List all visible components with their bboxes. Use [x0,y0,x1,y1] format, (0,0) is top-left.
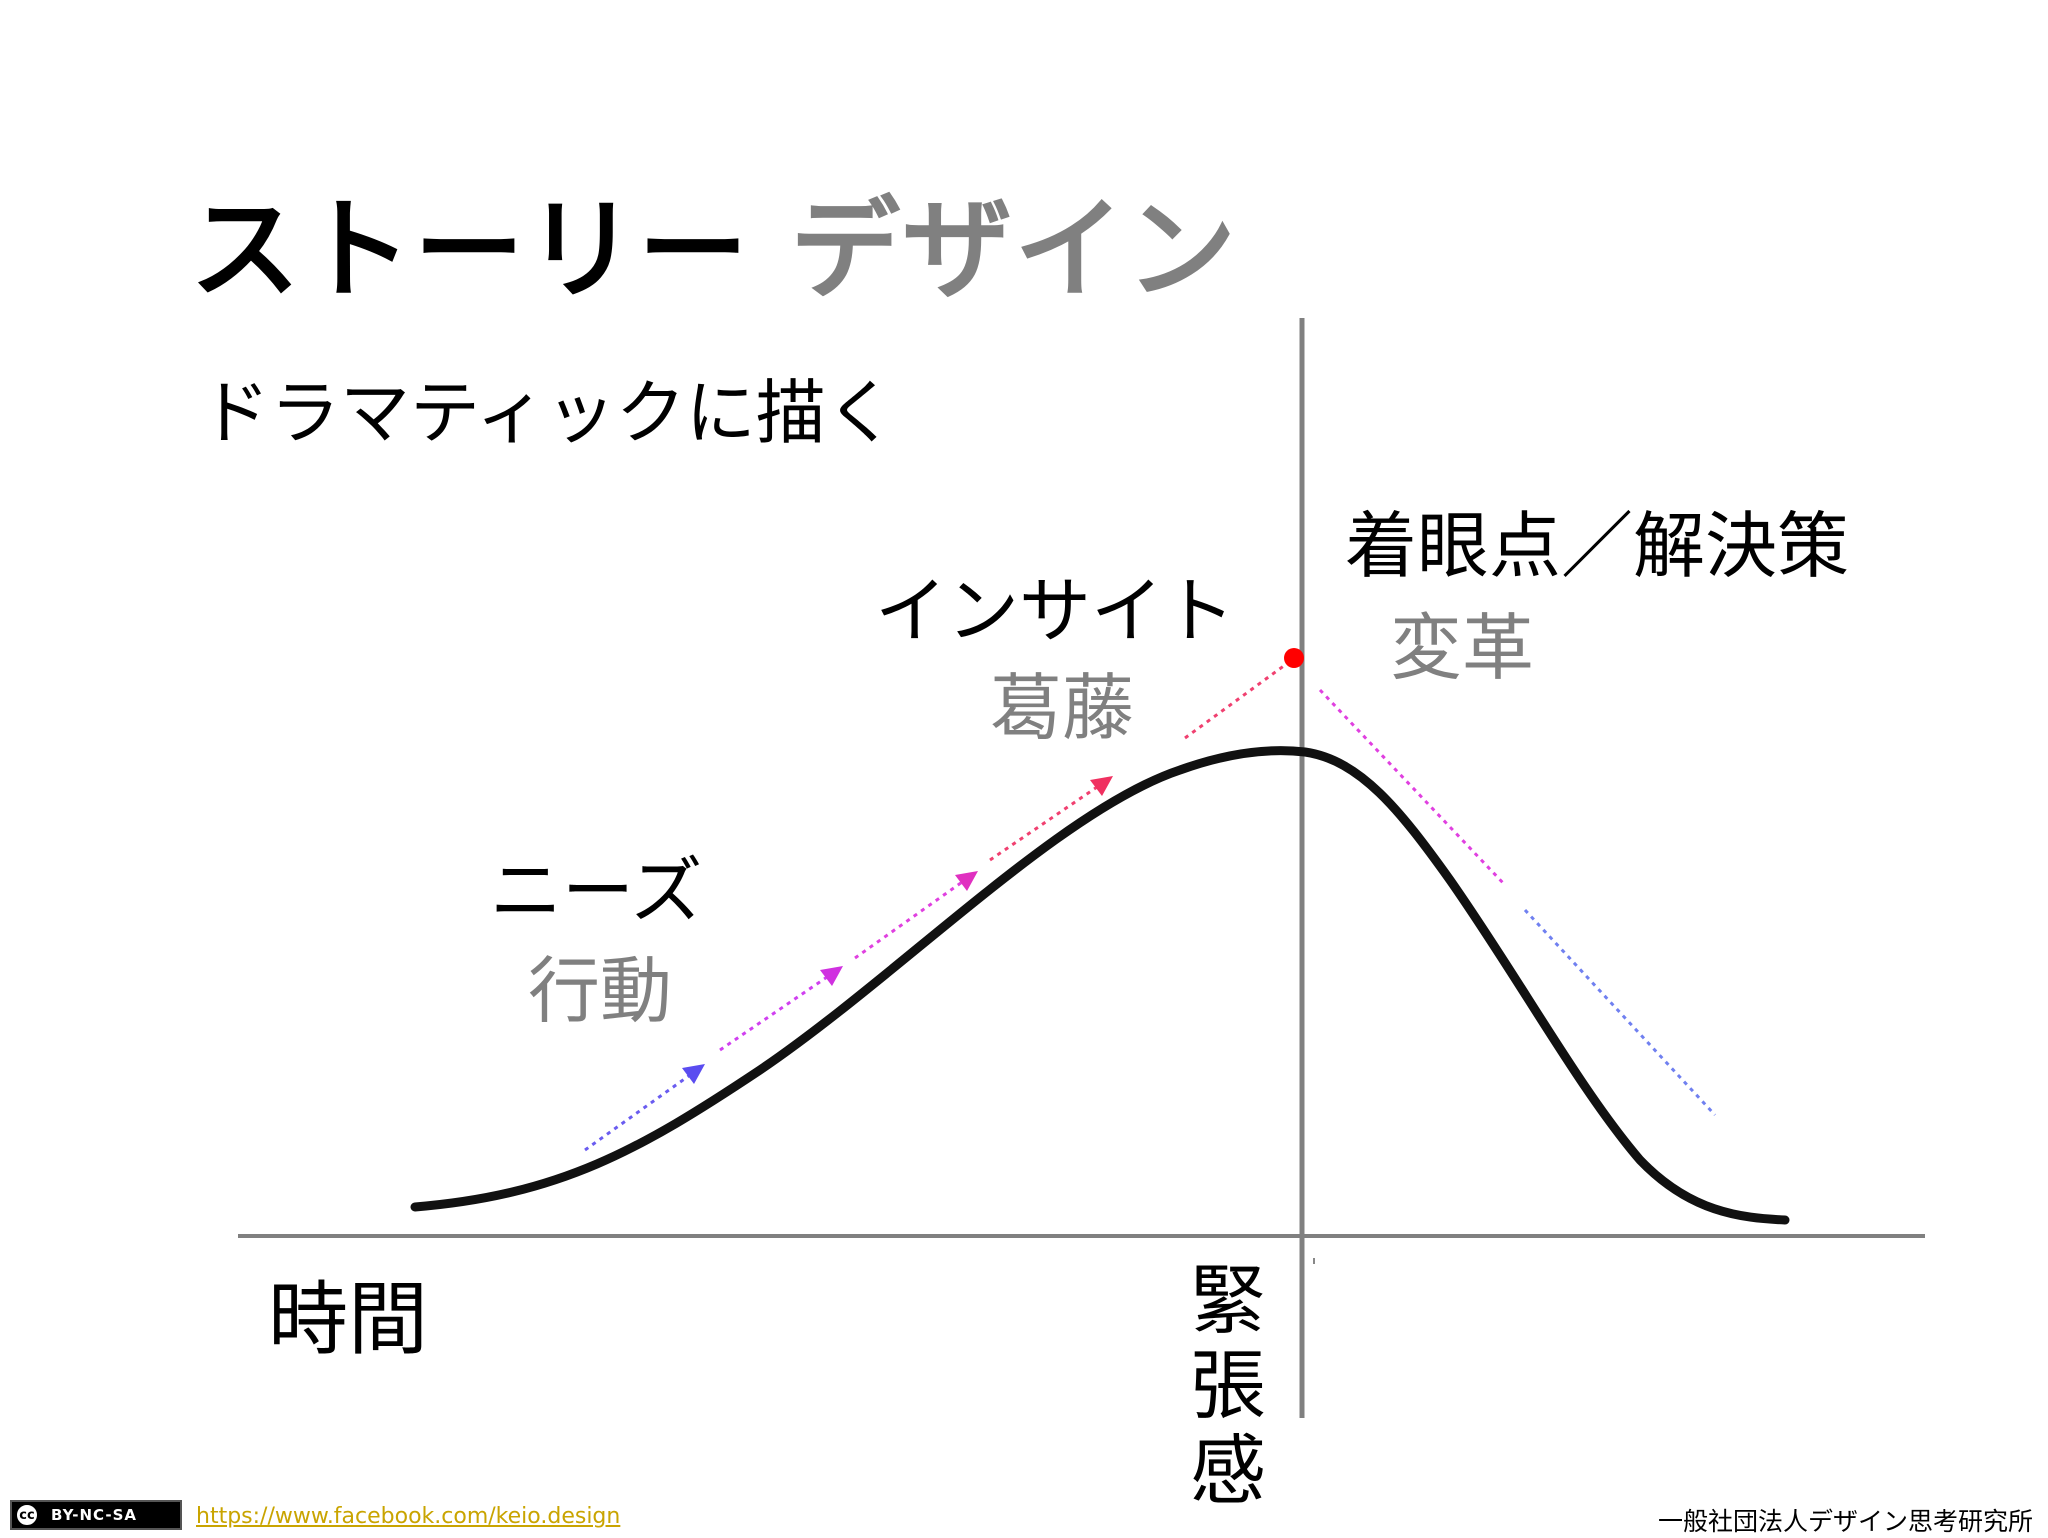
arrowheads [682,776,1113,1084]
label-insight: インサイト [875,569,1236,653]
organization-name: 一般社団法人デザイン思考研究所 [1658,1507,2034,1536]
arrowhead-1 [682,1064,705,1084]
license-text: BY-NC-SA [51,1506,138,1524]
tension-curve [410,746,1790,1225]
label-change: 変革 [1390,606,1535,690]
cc-icon: cc [15,1503,39,1527]
axis-label-tension: 緊張感 [1190,1256,1266,1516]
arrowhead-4 [1090,776,1113,796]
license-badge[interactable]: cc BY-NC-SA [10,1500,182,1530]
rising-arrow-1 [584,1073,691,1152]
label-focus-solution: 着眼点／解決策 [1345,504,1850,588]
falling-arrow-2 [1523,908,1717,1117]
page-title: ストーリー デザイン [190,195,1238,305]
title-main: ストーリー [190,186,750,314]
rising-arrow-5 [1184,663,1286,740]
subtitle: ドラマティックに描く [200,372,896,454]
label-action: 行動 [528,949,673,1033]
label-needs: ニーズ [490,849,703,933]
climax-dot [1284,648,1304,668]
title-accent: デザイン [790,186,1239,314]
falling-arrows [1318,688,1717,1117]
label-conflict: 葛藤 [990,666,1135,750]
facebook-link[interactable]: https://www.facebook.com/keio.design [196,1504,621,1529]
axis-label-time: 時間 [268,1273,428,1366]
rising-arrows [584,663,1286,1152]
rising-arrow-2 [719,973,831,1052]
arrowhead-3 [955,871,978,891]
arrowhead-2 [820,966,843,986]
falling-arrow-1 [1318,688,1507,887]
rising-arrow-4 [989,783,1101,862]
